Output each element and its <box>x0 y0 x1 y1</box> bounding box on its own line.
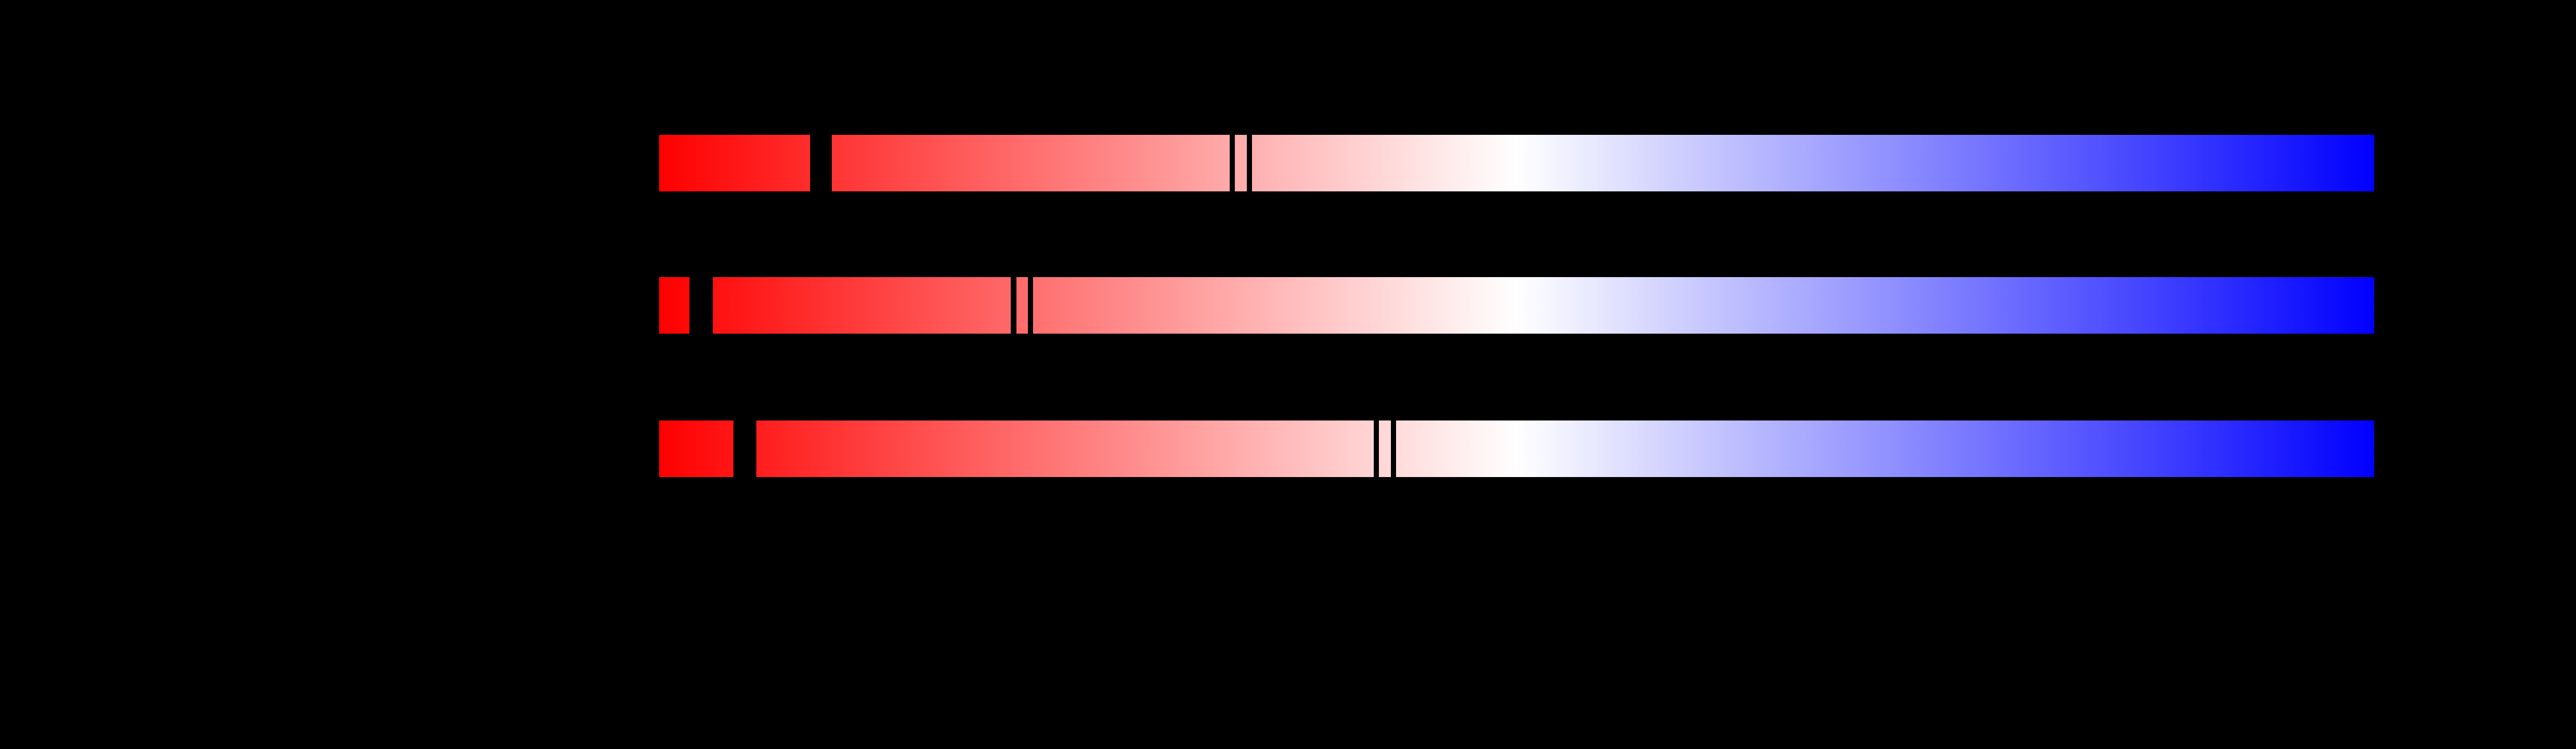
gap-marker-row-3 <box>733 420 756 477</box>
gap-marker-row-1 <box>810 135 832 191</box>
line-marker-row-2 <box>1011 277 1016 334</box>
gradient-bar-row-3 <box>659 420 2374 477</box>
line-marker-row-3 <box>1374 420 1379 477</box>
line-marker-row-1 <box>1230 135 1235 191</box>
line-marker-row-2 <box>1028 277 1033 334</box>
gradient-bar-row-1 <box>659 135 2374 191</box>
line-marker-row-3 <box>1391 420 1396 477</box>
gap-marker-row-2 <box>689 277 713 334</box>
gradient-bar-row-2 <box>659 277 2374 334</box>
line-marker-row-1 <box>1247 135 1252 191</box>
